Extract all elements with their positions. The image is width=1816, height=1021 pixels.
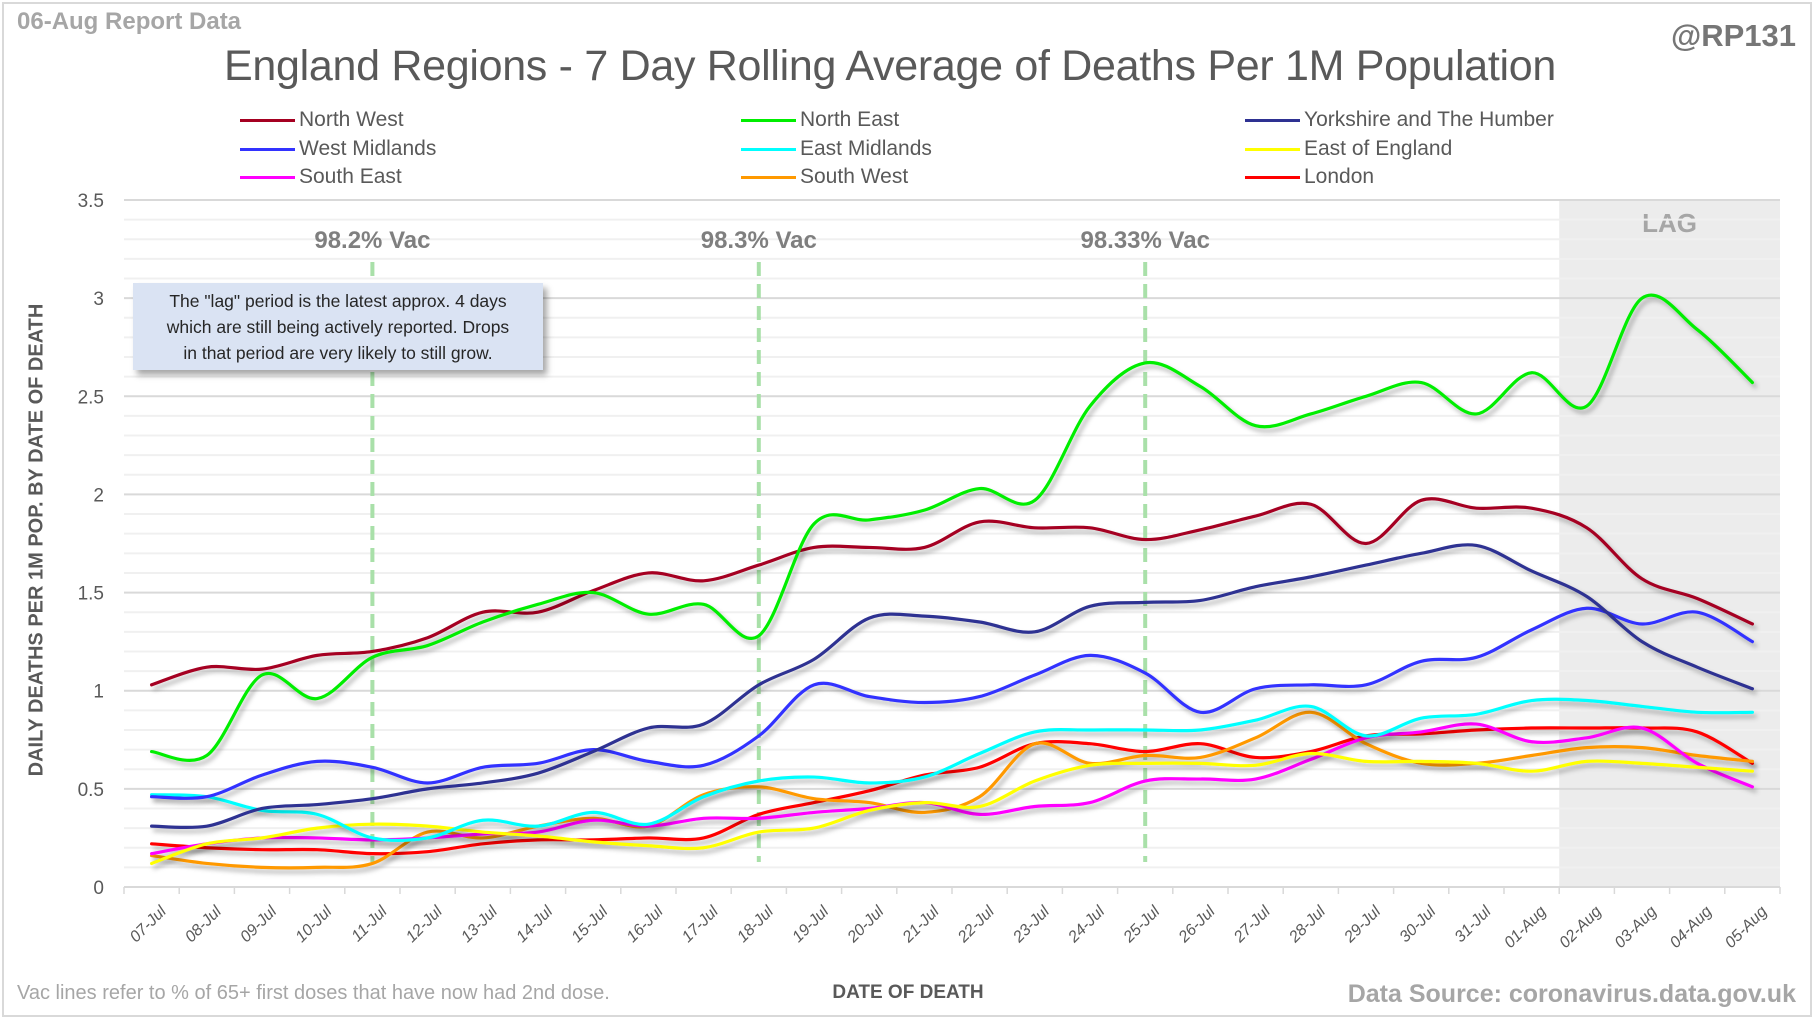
legend-swatch xyxy=(741,118,796,122)
lag-region xyxy=(1559,200,1780,887)
x-tick-label: 26-Jul xyxy=(1175,903,1219,947)
x-tick-label: 31-Jul xyxy=(1452,903,1495,946)
series-line-north-east xyxy=(150,293,1754,762)
y-tick-label: 2 xyxy=(93,485,104,506)
series-line-london xyxy=(150,726,1754,856)
legend-item: Yorkshire and The Humber xyxy=(1245,106,1554,134)
legend-swatch xyxy=(240,147,295,151)
series-line-north-west xyxy=(150,497,1754,687)
legend-label: South West xyxy=(800,165,909,188)
legend-item: East of England xyxy=(1245,135,1452,163)
legend-item: North East xyxy=(741,106,899,134)
legend-label: West Midlands xyxy=(299,137,437,160)
annotation-line: in that period are very likely to still … xyxy=(183,343,493,363)
lag-region-layer: LAG xyxy=(1559,200,1780,887)
legend-item: South East xyxy=(240,163,402,191)
legend-swatch xyxy=(1245,175,1300,179)
vac-footnote: Vac lines refer to % of 65+ first doses … xyxy=(17,982,610,1004)
legend-label: East Midlands xyxy=(800,137,932,160)
y-tick-label: 0 xyxy=(93,878,104,899)
legend-item: North West xyxy=(240,106,404,134)
x-tick-label: 29-Jul xyxy=(1341,903,1385,947)
legend-swatch xyxy=(240,118,295,122)
lag-annotation-box: The "lag" period is the latest approx. 4… xyxy=(133,283,543,370)
series-line-west-midlands xyxy=(150,606,1754,800)
y-tick-label: 0.5 xyxy=(78,780,104,801)
series-line-yorkshire-and-the-humber xyxy=(150,543,1754,830)
x-tick-label: 08-Jul xyxy=(182,903,225,946)
x-tick-label: 23-Jul xyxy=(1009,903,1053,947)
x-tick-label: 16-Jul xyxy=(624,903,667,946)
legend-label: East of England xyxy=(1304,137,1453,160)
x-tick-label: 03-Aug xyxy=(1612,903,1661,952)
legend-label: North West xyxy=(299,108,404,131)
y-tick-label: 3 xyxy=(93,289,104,310)
x-tick-label: 18-Jul xyxy=(734,903,777,946)
x-tick-label: 12-Jul xyxy=(403,903,446,946)
y-axis-title: DAILY DEATHS PER 1M POP. BY DATE OF DEAT… xyxy=(25,303,48,777)
vac-label: 98.3% Vac xyxy=(701,227,817,254)
report-date: 06-Aug Report Data xyxy=(17,8,242,35)
x-tick-label: 15-Jul xyxy=(569,903,612,946)
chart-title: England Regions - 7 Day Rolling Average … xyxy=(223,42,1557,90)
legend-label: London xyxy=(1304,165,1375,188)
x-tick-label: 13-Jul xyxy=(458,903,501,946)
series-line-east-of-england xyxy=(150,751,1754,866)
legend-swatch xyxy=(741,147,796,151)
x-tick-label: 11-Jul xyxy=(349,903,391,945)
x-tick-label: 28-Jul xyxy=(1285,903,1329,947)
legend-label: Yorkshire and The Humber xyxy=(1304,108,1554,131)
y-tick-label: 1.5 xyxy=(78,584,104,605)
legend-swatch xyxy=(240,175,295,179)
legend-swatch xyxy=(741,175,796,179)
x-axis-title: DATE OF DEATH xyxy=(832,982,984,1003)
author-handle: @RP131 xyxy=(1670,18,1796,53)
x-tick-label: 27-Jul xyxy=(1230,903,1274,947)
legend-item: South West xyxy=(741,163,908,191)
legend-label: North East xyxy=(800,108,900,131)
vac-label: 98.2% Vac xyxy=(314,227,430,254)
x-tick-label: 21-Jul xyxy=(899,903,943,947)
x-tick-label: 04-Aug xyxy=(1667,903,1716,952)
legend-item: London xyxy=(1245,163,1374,191)
legend-item: East Midlands xyxy=(741,135,932,163)
legend: North West North East Yorkshire and The … xyxy=(0,106,1816,196)
y-tick-label: 1 xyxy=(93,682,104,703)
legend-item: West Midlands xyxy=(240,135,436,163)
series-lines xyxy=(150,293,1754,870)
x-tick-label: 10-Jul xyxy=(293,903,336,946)
series-line-east-midlands xyxy=(150,697,1754,843)
x-tick-label: 14-Jul xyxy=(513,903,556,946)
y-tick-label: 2.5 xyxy=(78,387,104,408)
x-tick-label: 30-Jul xyxy=(1397,903,1440,946)
x-tick-label: 02-Aug xyxy=(1556,903,1605,952)
lag-label: LAG xyxy=(1642,208,1697,238)
x-tick-label: 01-Aug xyxy=(1501,903,1550,952)
x-tick-label: 22-Jul xyxy=(954,903,998,947)
x-tick-label: 05-Aug xyxy=(1722,903,1771,952)
x-tick-label: 24-Jul xyxy=(1065,903,1109,947)
x-tick-label: 20-Jul xyxy=(844,903,888,947)
x-tick-label: 19-Jul xyxy=(789,903,832,946)
legend-swatch xyxy=(1245,118,1300,122)
y-tick-label: 3.5 xyxy=(78,191,104,212)
legend-label: South East xyxy=(299,165,402,188)
annotation-line: which are still being actively reported.… xyxy=(166,317,510,337)
legend-swatch xyxy=(1245,147,1300,151)
annotation-line: The "lag" period is the latest approx. 4… xyxy=(169,291,507,311)
data-source: Data Source: coronavirus.data.gov.uk xyxy=(1347,980,1796,1008)
vac-label: 98.33% Vac xyxy=(1080,227,1209,254)
x-tick-label: 09-Jul xyxy=(237,903,280,946)
x-tick-label: 25-Jul xyxy=(1120,903,1164,947)
x-tick-label: 07-Jul xyxy=(127,903,170,946)
x-tick-label: 17-Jul xyxy=(679,903,722,946)
